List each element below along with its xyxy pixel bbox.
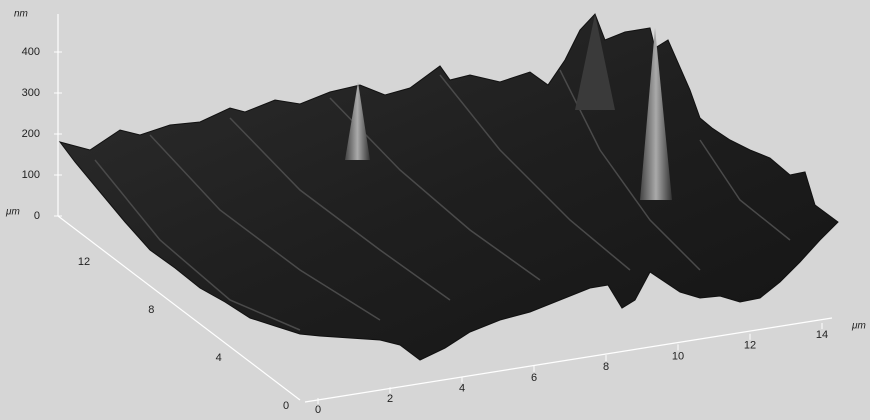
- peak: [345, 82, 370, 160]
- x-tick-label: 6: [531, 372, 537, 384]
- y-tick-label: 0: [283, 400, 289, 412]
- y-tick-label: 4: [216, 352, 222, 364]
- x-axis-line: [304, 317, 833, 403]
- y-tick-label: 12: [78, 256, 90, 268]
- y-axis-line: [57, 215, 301, 401]
- z-unit: nm: [14, 9, 28, 20]
- z-tick-label: 0: [34, 210, 40, 222]
- x-tick-label: 8: [603, 361, 609, 373]
- y-tick-label: 8: [148, 304, 154, 316]
- x-tick-label: 2: [387, 393, 393, 405]
- x-tick-label: 12: [744, 340, 756, 352]
- peak: [575, 14, 615, 110]
- z-tick-label: 200: [22, 128, 40, 140]
- y-unit: μm: [5, 207, 20, 218]
- x-tick-label: 4: [459, 382, 465, 394]
- x-tick-label: 14: [816, 329, 828, 341]
- x-tick-label: 10: [672, 350, 684, 362]
- x-tick-label: 0: [315, 404, 321, 416]
- x-unit: μm: [851, 321, 866, 332]
- surface: [58, 13, 839, 361]
- peak: [640, 28, 672, 200]
- z-tick-label: 400: [22, 46, 40, 58]
- z-tick-label: 300: [22, 87, 40, 99]
- z-tick-label: 100: [22, 169, 40, 181]
